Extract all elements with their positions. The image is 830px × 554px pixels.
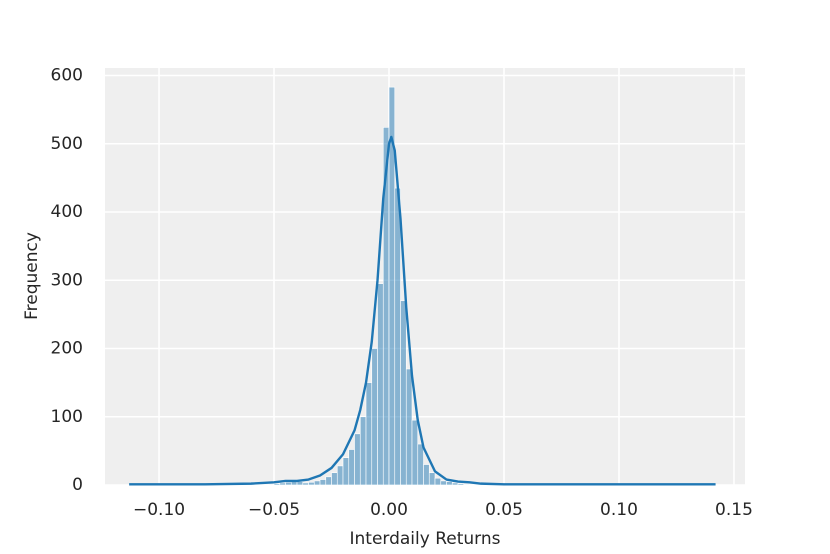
bar — [417, 443, 424, 486]
bar — [405, 368, 413, 486]
bar — [434, 477, 442, 486]
y-tick-label: 200 — [51, 339, 83, 359]
x-tick-label: −0.05 — [248, 500, 300, 520]
bar — [371, 348, 378, 486]
bar — [285, 481, 292, 486]
bar — [463, 484, 470, 486]
bar — [394, 187, 401, 486]
bar — [325, 476, 332, 486]
x-tick-label: 0.15 — [715, 500, 753, 520]
y-tick-label: 300 — [51, 270, 83, 290]
bar — [331, 472, 338, 486]
bar — [313, 480, 321, 486]
bar — [365, 382, 373, 486]
y-tick-label: 500 — [51, 134, 83, 154]
x-tick-label: −0.10 — [133, 500, 185, 520]
bar — [319, 479, 327, 486]
bar — [302, 482, 309, 486]
bar — [308, 481, 315, 486]
bar — [359, 416, 367, 486]
bar — [400, 300, 407, 486]
kde-line — [129, 135, 716, 486]
y-tick-label: 100 — [51, 407, 83, 427]
bar — [336, 465, 344, 486]
bar — [273, 483, 281, 486]
bar — [354, 433, 361, 486]
x-tick-label: 0.00 — [370, 500, 408, 520]
y-axis-label: Frequency — [22, 232, 42, 320]
x-axis-label: Interdaily Returns — [350, 529, 501, 549]
bar — [279, 482, 286, 486]
bar — [267, 484, 275, 486]
bar — [457, 483, 465, 486]
bar — [451, 482, 459, 486]
y-tick-label: 600 — [51, 66, 83, 86]
bar — [423, 464, 430, 486]
bar — [440, 480, 447, 486]
bar — [428, 472, 436, 486]
x-tick-label: 0.10 — [600, 500, 638, 520]
bar — [296, 481, 304, 486]
bar — [342, 457, 350, 486]
bar — [446, 481, 453, 486]
bar — [411, 419, 419, 486]
bar — [377, 283, 384, 486]
y-tick-label: 0 — [72, 475, 83, 495]
y-tick-label: 400 — [51, 202, 83, 222]
plot-background — [105, 68, 745, 485]
x-tick-label: 0.05 — [485, 500, 523, 520]
bar — [348, 449, 355, 486]
